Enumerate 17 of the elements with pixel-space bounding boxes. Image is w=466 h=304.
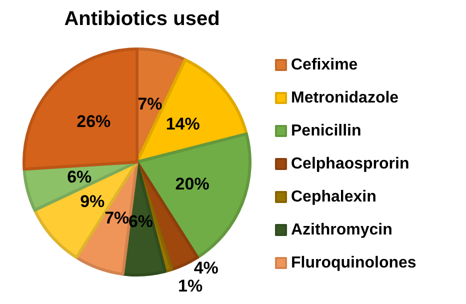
data-label: 26%	[76, 112, 111, 131]
data-label: 20%	[175, 174, 210, 194]
chart-title: Antibiotics used	[64, 8, 220, 30]
legend-label: Metronidazole	[291, 90, 399, 106]
data-label: 1%	[178, 276, 203, 296]
legend-label: Cefixime	[291, 56, 358, 74]
data-label: 7%	[138, 94, 162, 114]
legend-label: Fluroquinolones	[291, 254, 416, 272]
data-label: 7%	[104, 208, 130, 228]
legend-label: Celphaosprorin	[291, 156, 410, 172]
data-label: 6%	[67, 167, 92, 186]
data-label: 14%	[166, 114, 200, 134]
legend-label: Penicillin	[291, 122, 362, 140]
legend-label: Azithromycin	[291, 222, 392, 238]
data-label: 9%	[80, 192, 105, 211]
data-label: 4%	[194, 258, 218, 278]
legend-label: Cephalexin	[291, 188, 376, 206]
